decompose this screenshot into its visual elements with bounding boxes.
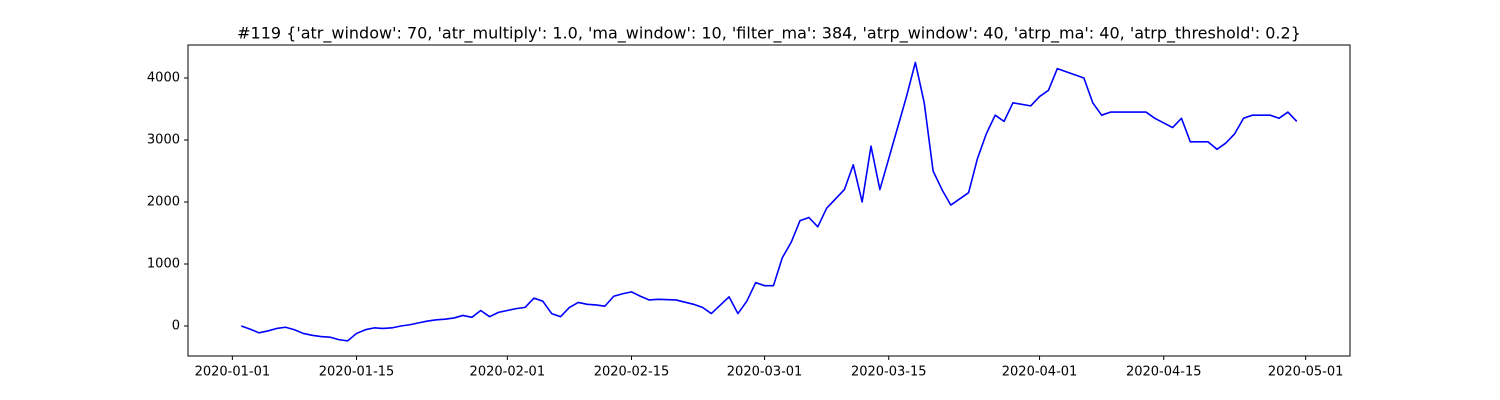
y-tick-label: 4000 <box>147 70 180 85</box>
y-tick-label: 3000 <box>147 132 180 147</box>
x-tick-label: 2020-03-01 <box>727 365 803 380</box>
x-tick-label: 2020-05-01 <box>1268 365 1344 380</box>
y-tick-label: 2000 <box>147 194 180 209</box>
x-tick-label: 2020-04-01 <box>1002 365 1078 380</box>
x-tick-label: 2020-04-15 <box>1126 365 1202 380</box>
plot-frame <box>187 44 1351 357</box>
x-tick-label: 2020-02-15 <box>594 365 670 380</box>
x-tick-label: 2020-02-01 <box>470 365 546 380</box>
x-tick-label: 2020-01-01 <box>195 365 271 380</box>
y-tick-label: 1000 <box>147 256 180 271</box>
x-tick-label: 2020-01-15 <box>319 365 395 380</box>
line-series <box>240 61 1298 342</box>
y-tick-label: 0 <box>172 318 180 333</box>
x-tick-label: 2020-03-15 <box>851 365 927 380</box>
chart-title: #119 {'atr_window': 70, 'atr_multiply': … <box>237 24 1301 44</box>
